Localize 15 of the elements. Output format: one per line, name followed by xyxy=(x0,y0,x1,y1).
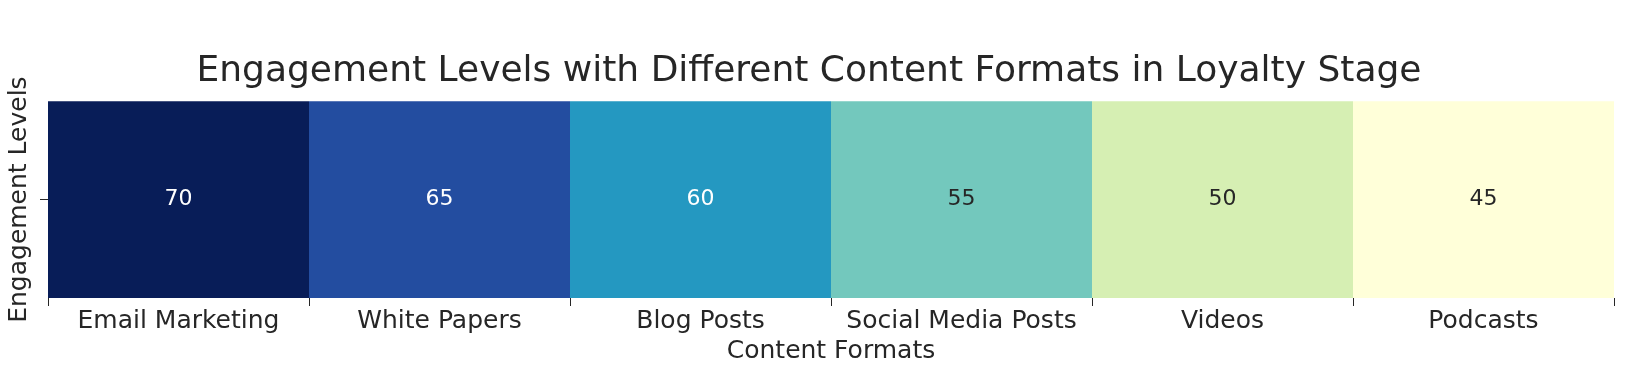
data-label: 60 xyxy=(686,185,715,211)
x-tick-label: Podcasts xyxy=(1428,304,1539,334)
data-label: 50 xyxy=(1208,185,1237,211)
y-axis-title: Engagement Levels xyxy=(2,76,32,323)
x-tick-label: Blog Posts xyxy=(636,304,765,334)
x-tick-label: White Papers xyxy=(357,304,522,334)
data-label: 70 xyxy=(164,185,193,211)
chart-title: Engagement Levels with Different Content Formats in Loyalty Stage xyxy=(196,47,1422,89)
x-tick-label: Social Media Posts xyxy=(846,304,1077,334)
x-tick-label: Videos xyxy=(1180,304,1265,334)
x-tick-label: Email Marketing xyxy=(77,304,280,334)
data-label: 55 xyxy=(947,185,976,211)
data-label: 45 xyxy=(1469,185,1498,211)
data-label: 65 xyxy=(425,185,454,211)
x-axis-title: Content Formats xyxy=(726,334,936,364)
